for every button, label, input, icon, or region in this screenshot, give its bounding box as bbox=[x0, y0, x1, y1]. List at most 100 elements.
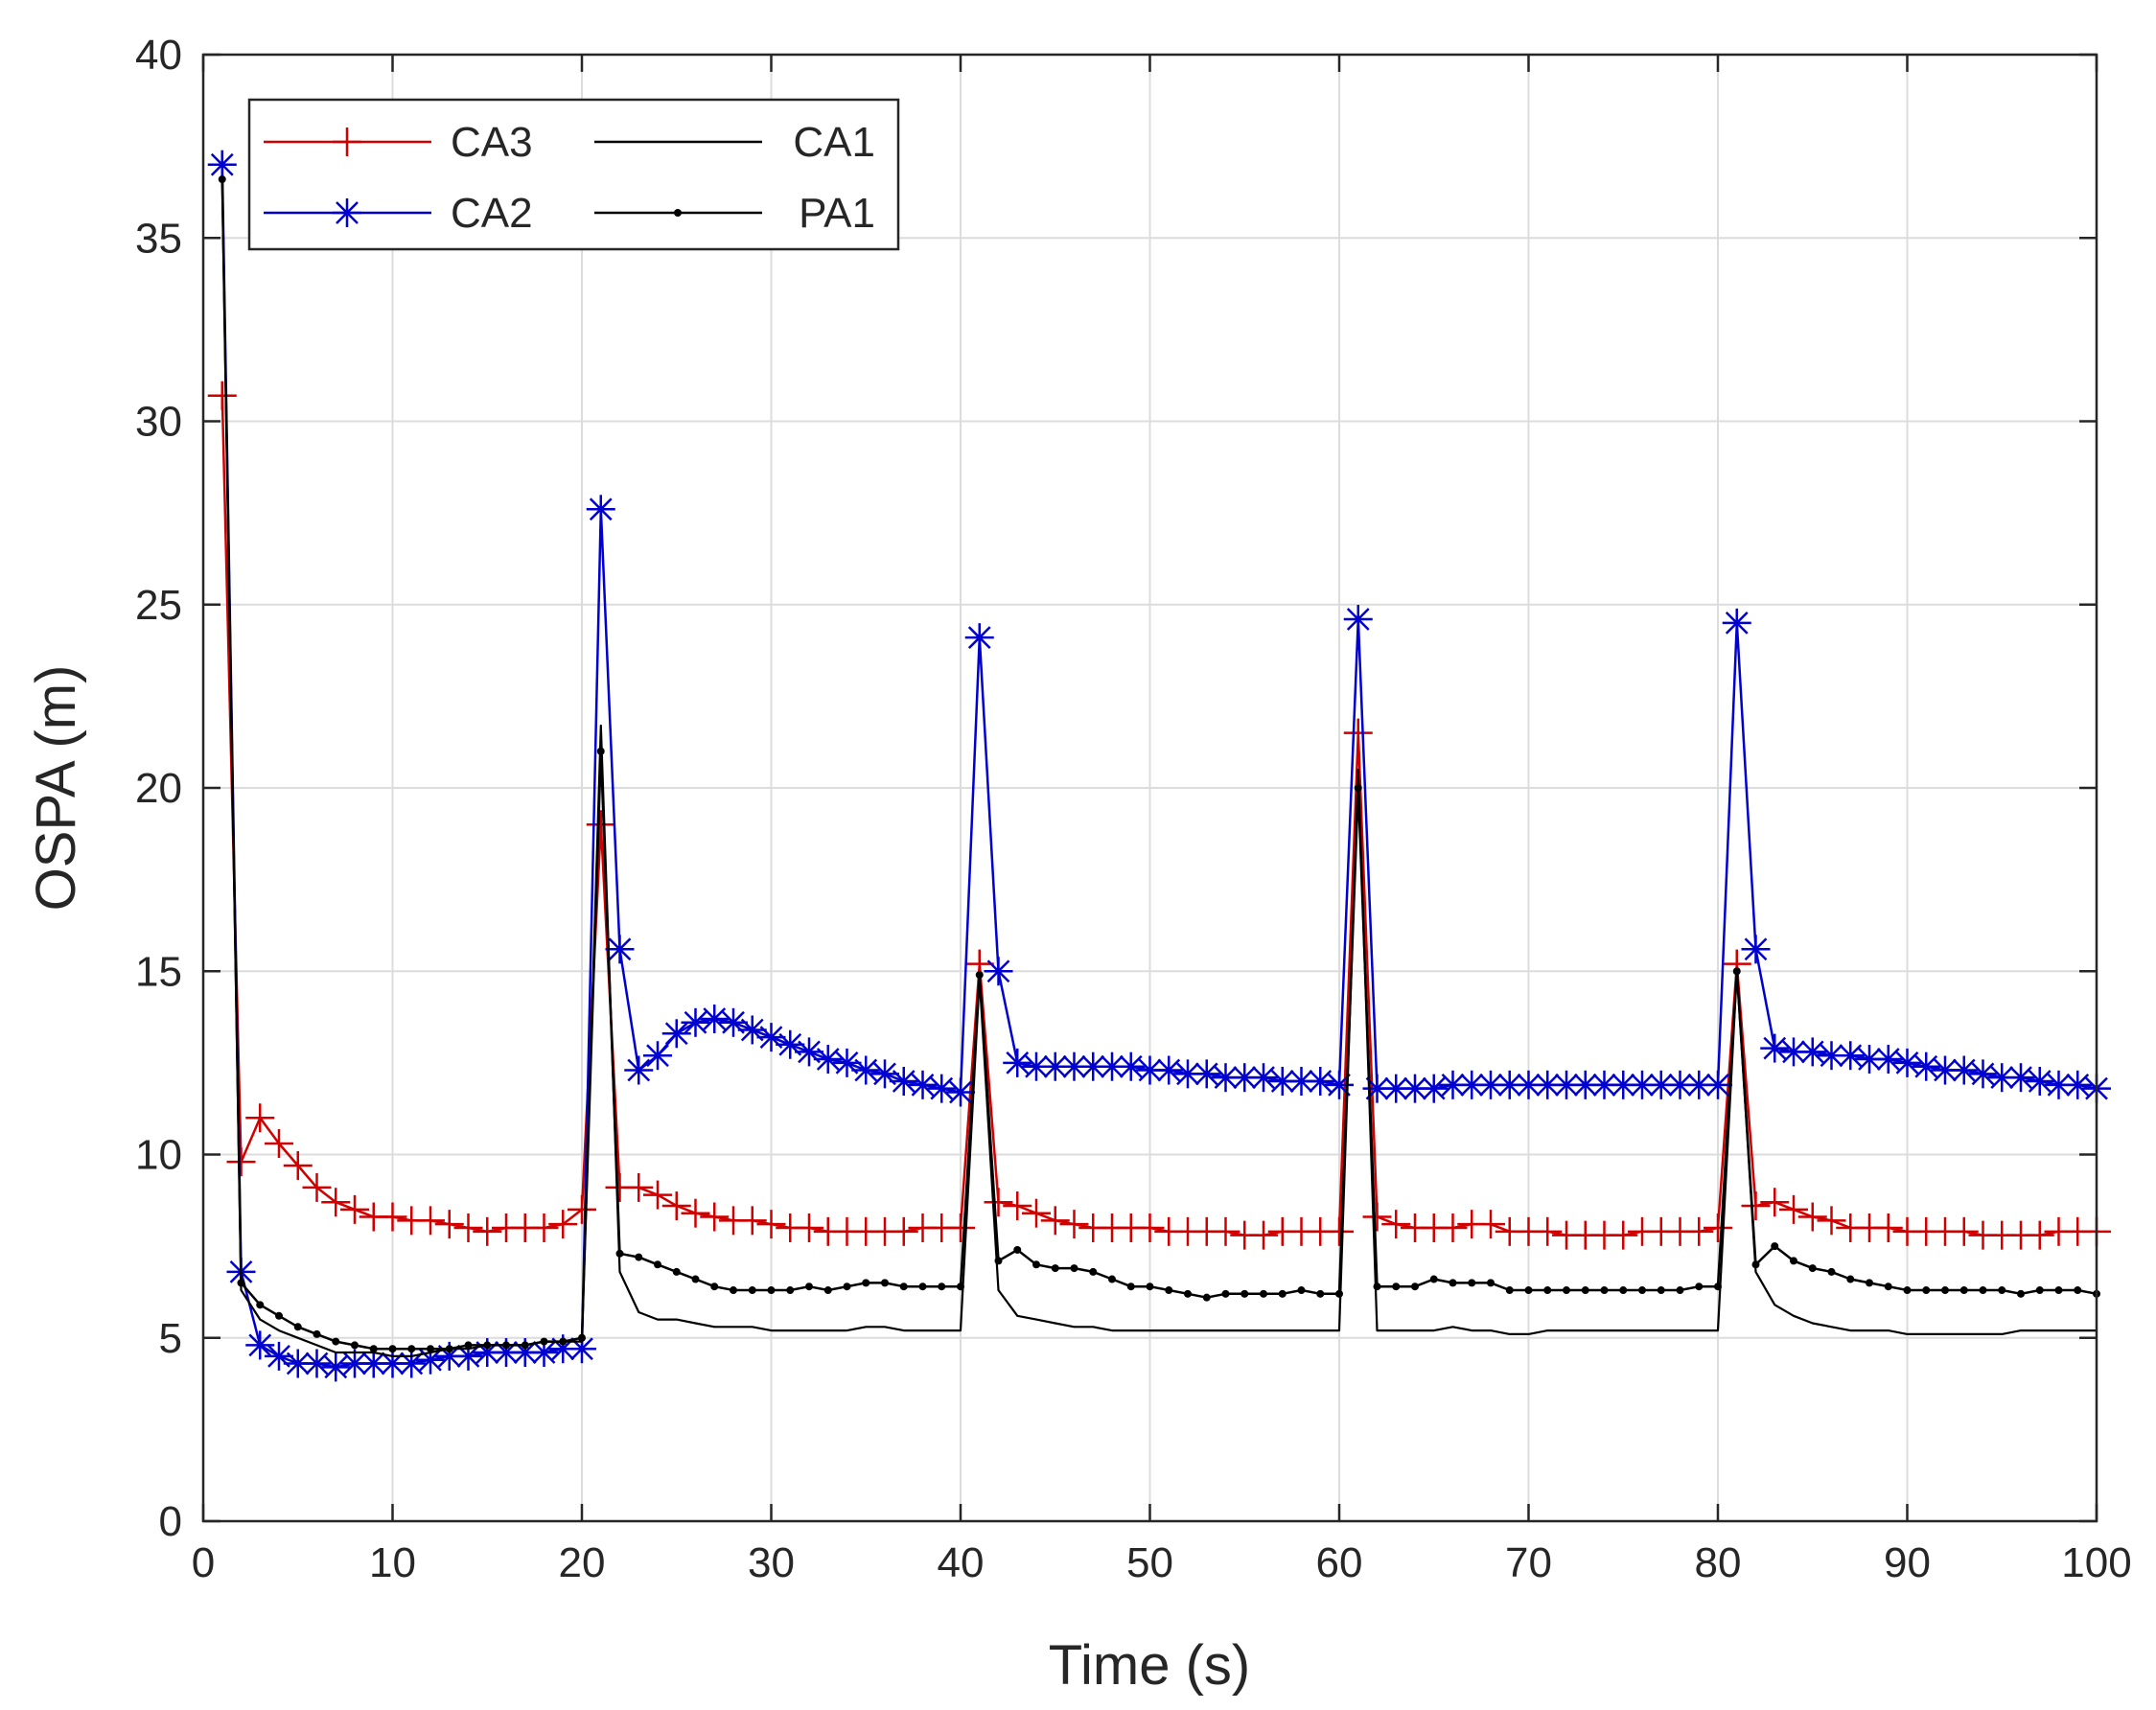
ca2-point bbox=[1325, 1070, 1354, 1099]
ca2-point-d2 bbox=[930, 1076, 954, 1100]
pa1-point bbox=[1487, 1279, 1495, 1287]
x-tick-label: 0 bbox=[192, 1539, 215, 1586]
pa1-point bbox=[1429, 1275, 1438, 1283]
ca2-point-d2 bbox=[1309, 1070, 1333, 1093]
ca2-point-d2 bbox=[835, 1051, 859, 1075]
ca2-point-d2 bbox=[1176, 1062, 1199, 1086]
pa1-point bbox=[407, 1345, 416, 1353]
ca2-point bbox=[984, 957, 1013, 986]
ca3-point bbox=[795, 1213, 823, 1242]
ca2-point-d2 bbox=[759, 1026, 783, 1049]
pa1-point bbox=[559, 1337, 568, 1346]
ca3-point bbox=[681, 1198, 710, 1228]
ca2-point bbox=[908, 1070, 938, 1099]
ca3-point bbox=[226, 1147, 256, 1177]
pa1-point bbox=[1449, 1279, 1457, 1287]
pa1-point bbox=[786, 1286, 795, 1295]
ca3-point bbox=[473, 1216, 502, 1246]
pa1-point bbox=[710, 1282, 719, 1291]
ca2-point-d2 bbox=[419, 1348, 442, 1372]
pa1-point bbox=[957, 1282, 964, 1291]
ca2-point bbox=[1836, 1041, 1866, 1071]
ca2-point bbox=[1267, 1067, 1297, 1096]
ca2-point-d2 bbox=[1289, 1070, 1313, 1093]
ca3-point bbox=[321, 1188, 351, 1217]
pa1-point bbox=[1184, 1289, 1192, 1298]
legend-label-ca2: CA2 bbox=[451, 190, 533, 237]
ca2-point-d2 bbox=[1025, 1054, 1048, 1078]
pa1-point bbox=[938, 1282, 946, 1291]
ca2-point-d2 bbox=[892, 1070, 916, 1093]
ca3-point bbox=[340, 1194, 369, 1224]
ca2-point-d2 bbox=[740, 1018, 764, 1042]
ca2-point-d2 bbox=[1895, 1051, 1919, 1075]
pa1-point bbox=[635, 1253, 643, 1261]
ca2-point bbox=[813, 1045, 843, 1075]
ca2-point bbox=[1154, 1055, 1184, 1085]
pa1-point bbox=[1070, 1264, 1078, 1273]
ca2-point-d2 bbox=[1043, 1054, 1067, 1078]
pa1-point bbox=[1260, 1289, 1267, 1298]
ca2-point-d2 bbox=[1233, 1066, 1257, 1090]
ca2-point-d2 bbox=[1460, 1073, 1484, 1097]
ca2-point-d2 bbox=[1876, 1048, 1900, 1071]
x-tick-label: 50 bbox=[1126, 1539, 1173, 1586]
legend-items: CA3 CA1 CA2 PA1 bbox=[264, 119, 875, 237]
pa1-point bbox=[1732, 967, 1741, 976]
ca3-point bbox=[453, 1213, 483, 1242]
pa1-point bbox=[843, 1282, 851, 1291]
ca3-point bbox=[946, 1213, 975, 1242]
ca2-point bbox=[1873, 1045, 1903, 1075]
pa1-point bbox=[899, 1282, 908, 1291]
ca2-point-d2 bbox=[1441, 1073, 1465, 1097]
ca3-point bbox=[1381, 1210, 1411, 1239]
x-tick-label: 80 bbox=[1695, 1539, 1742, 1586]
ca2-point bbox=[946, 1077, 975, 1107]
ca2-point-d2 bbox=[1668, 1073, 1692, 1097]
pa1-point bbox=[1563, 1286, 1570, 1295]
pa1-point bbox=[464, 1341, 473, 1350]
axis-ticks: 0 10 20 30 40 50 60 70 80 90 100 0 5 10 15 20 25 30 35 40 bbox=[135, 32, 2132, 1586]
pa1-point bbox=[1411, 1282, 1419, 1291]
pa1-point bbox=[862, 1279, 870, 1287]
pa1-point bbox=[313, 1329, 321, 1338]
ca2-point bbox=[302, 1349, 332, 1378]
pa1-point bbox=[1013, 1245, 1022, 1254]
pa1-point bbox=[1714, 1282, 1722, 1291]
ca2-point-d2 bbox=[1592, 1073, 1616, 1097]
ca2-point-d2 bbox=[1914, 1054, 1938, 1078]
x-tick-label: 30 bbox=[748, 1539, 795, 1586]
ca2-point-d2 bbox=[1270, 1070, 1294, 1093]
ca2-point-d2 bbox=[1934, 1058, 1957, 1082]
pa1-point bbox=[1051, 1264, 1059, 1273]
pa1-point bbox=[1373, 1282, 1381, 1291]
y-tick-label: 25 bbox=[135, 582, 182, 629]
y-axis-label: OSPA (m) bbox=[25, 665, 87, 912]
ca3-point bbox=[568, 1194, 596, 1224]
pa1-point bbox=[1468, 1279, 1476, 1287]
ca3-point bbox=[586, 810, 615, 840]
ca2-point-d2 bbox=[949, 1080, 972, 1104]
pa1-point bbox=[918, 1282, 927, 1291]
ca2-point-d2 bbox=[1820, 1044, 1843, 1068]
ca3-point bbox=[207, 381, 237, 410]
ca3-point bbox=[1249, 1220, 1278, 1250]
ca3-point bbox=[434, 1210, 464, 1239]
ca3-point bbox=[1741, 1191, 1771, 1221]
ca2-point-d2 bbox=[778, 1032, 802, 1056]
pa1-point bbox=[994, 1257, 1003, 1265]
pa1-point bbox=[1202, 1293, 1211, 1302]
legend-box bbox=[247, 98, 900, 251]
ca2-point-d2 bbox=[1573, 1073, 1597, 1097]
ca2-point-d2 bbox=[646, 1044, 669, 1068]
pa1-point bbox=[1884, 1282, 1892, 1291]
ca2-point-d2 bbox=[589, 497, 613, 521]
ca2-point-d2 bbox=[1990, 1066, 2014, 1090]
ca2-point bbox=[1760, 1033, 1790, 1063]
pa1-point bbox=[578, 1333, 586, 1342]
y-tick-label: 20 bbox=[135, 765, 182, 812]
ca2-point-d2 bbox=[1422, 1076, 1446, 1100]
ca3-point bbox=[548, 1210, 578, 1239]
ca2-point-d2 bbox=[1649, 1073, 1673, 1097]
